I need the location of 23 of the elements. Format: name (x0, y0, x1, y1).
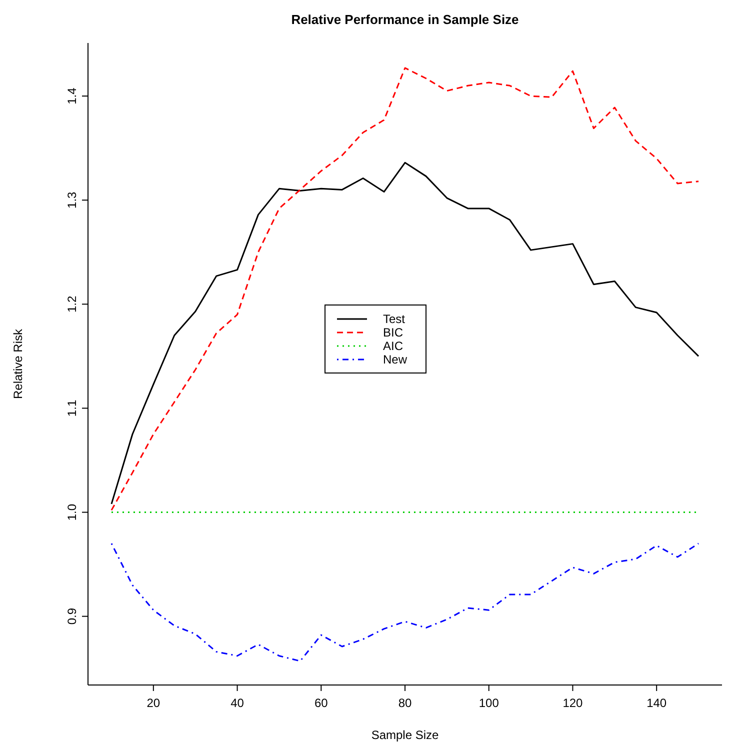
x-tick-label: 60 (314, 696, 328, 710)
x-axis-title: Sample Size (371, 728, 440, 742)
y-tick-label: 0.9 (65, 608, 79, 625)
line-series (110, 542, 700, 662)
x-tick-label: 100 (478, 696, 500, 710)
x-tick-label: 20 (146, 696, 160, 710)
line-series (110, 67, 700, 511)
chart-title: Relative Performance in Sample Size (291, 12, 519, 27)
x-tick-label: 40 (230, 696, 244, 710)
y-tick-label: 1.0 (65, 504, 79, 521)
y-tick-label: 1.4 (65, 87, 79, 104)
legend-label: BIC (383, 326, 404, 340)
legend-label: New (383, 352, 408, 366)
y-tick-label: 1.2 (65, 296, 79, 313)
x-tick-label: 80 (398, 696, 412, 710)
y-tick-label: 1.3 (65, 191, 79, 208)
y-axis-title: Relative Risk (11, 328, 25, 400)
legend-label: Test (383, 312, 406, 326)
x-tick-label: 140 (646, 696, 667, 710)
legend-label: AIC (383, 339, 404, 353)
line-series (110, 162, 700, 505)
y-tick-label: 1.1 (65, 400, 79, 417)
x-tick-label: 120 (562, 696, 584, 710)
